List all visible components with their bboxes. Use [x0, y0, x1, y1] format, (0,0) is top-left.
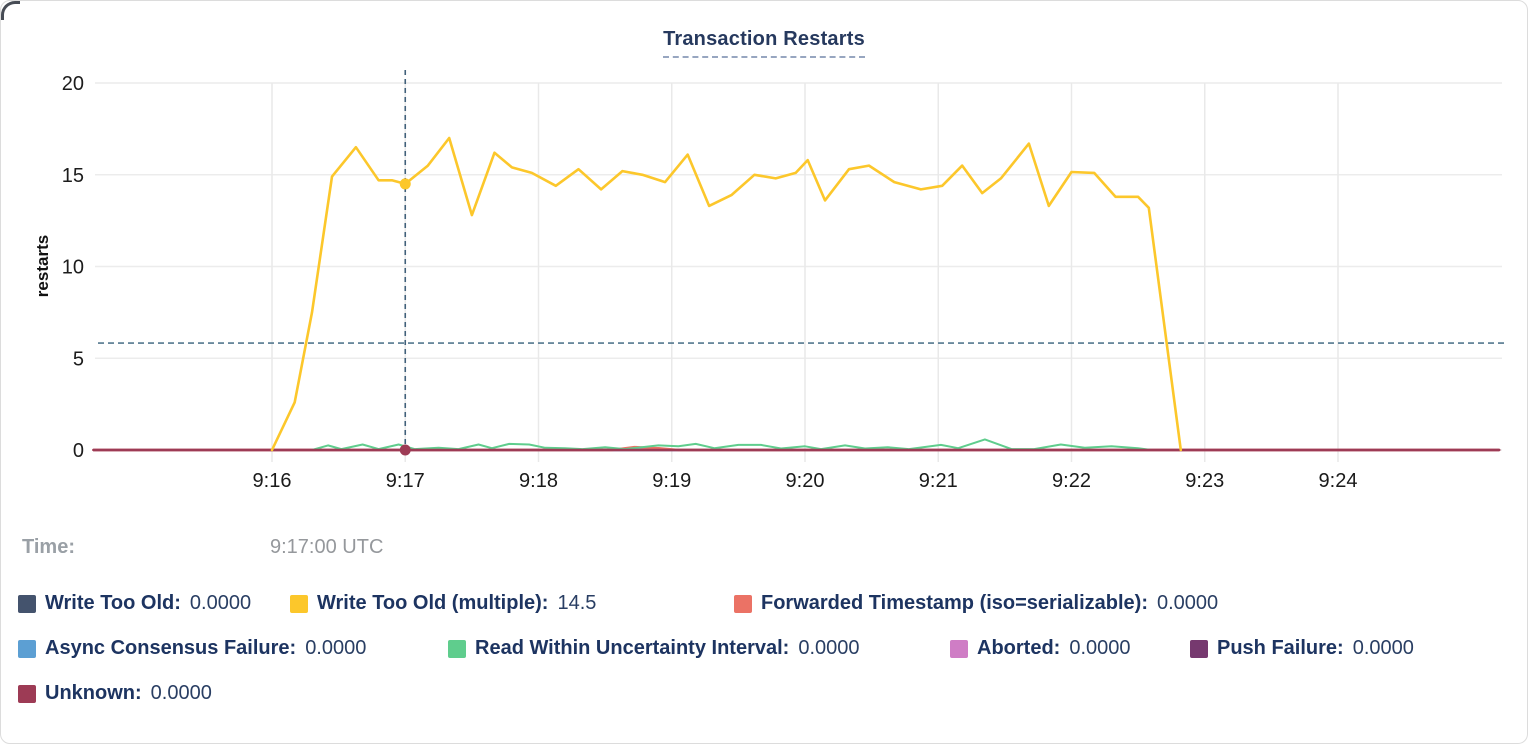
chart-title-wrap: Transaction Restarts: [0, 28, 1528, 58]
series-label: Push Failure:: [1217, 637, 1344, 659]
x-tick-label: 9:22: [1052, 470, 1091, 492]
series-swatch: [1190, 639, 1208, 658]
x-tick-label: 9:17: [386, 470, 425, 492]
series-label: Async Consensus Failure:: [45, 637, 297, 659]
gridlines: 0 5 10 15 20 9:16 9:17 9:18 9:19 9:20 9:21 9:22 9:23…: [62, 73, 1502, 492]
series-value: 0.0000: [1352, 637, 1414, 659]
series-value: 0.0000: [305, 637, 367, 659]
series-value: 0.0000: [1156, 592, 1219, 614]
series-label: Read Within Uncertainty Interval:: [475, 637, 790, 659]
x-tick-label: 9:19: [652, 470, 691, 492]
y-tick-label: 0: [73, 440, 84, 462]
legend-item-aborted: Aborted: 0.0000: [950, 637, 1131, 660]
x-tick-label: 9:21: [919, 470, 958, 492]
y-axis-label: restarts: [33, 235, 52, 297]
time-value: 9:17:00 UTC: [270, 536, 384, 558]
series-swatch: [734, 594, 752, 613]
legend-item-push-failure: Push Failure: 0.0000: [1190, 637, 1414, 660]
y-tick-label: 10: [62, 257, 84, 279]
legend-item-read-within-uncertainty: Read Within Uncertainty Interval: 0.0000: [448, 637, 860, 660]
legend-row: Unknown: 0.0000: [0, 682, 1528, 706]
series-label: Unknown:: [45, 682, 142, 704]
series-value: 0.0000: [150, 682, 212, 704]
series-swatch: [448, 639, 466, 658]
series-label: Forwarded Timestamp (iso=serializable):: [761, 592, 1148, 614]
series-label: Write Too Old:: [45, 592, 181, 614]
legend-item-unknown: Unknown: 0.0000: [18, 682, 212, 705]
series-value: 0.0000: [189, 592, 252, 614]
x-tick-label: 9:23: [1185, 470, 1224, 492]
legend-row: Async Consensus Failure: 0.0000 Read Wit…: [0, 637, 1528, 661]
series-swatch: [290, 594, 308, 613]
series-swatch: [950, 639, 968, 658]
chart-title[interactable]: Transaction Restarts: [663, 28, 865, 58]
series-swatch: [18, 684, 36, 703]
series-lines: [92, 136, 1501, 452]
hover-dot-unknown: [399, 444, 411, 456]
legend-item-write-too-old: Write Too Old: 0.0000: [18, 592, 251, 615]
series-value: 14.5: [557, 592, 597, 614]
series-line-read-within-uncertainty-interval: [311, 438, 1153, 451]
hover-time-row: Time: 9:17:00 UTC: [0, 536, 1528, 562]
hover-dot-write-too-old-multiple-: [399, 178, 411, 190]
legend-row: Write Too Old: 0.0000 Write Too Old (mul…: [0, 592, 1528, 616]
legend-item-write-too-old-multiple: Write Too Old (multiple): 14.5: [290, 592, 596, 615]
series-value: 0.0000: [798, 637, 860, 659]
x-tick-label: 9:16: [253, 470, 292, 492]
y-tick-label: 20: [62, 73, 84, 95]
window-corner-artifact: [1, 1, 20, 20]
series-swatch: [18, 594, 36, 613]
transaction-restarts-chart[interactable]: 0 5 10 15 20 9:16 9:17 9:18 9:19 9:20 9:21 9:22 9:23…: [0, 0, 1528, 512]
x-tick-label: 9:24: [1319, 470, 1358, 492]
series-value: 0.0000: [1069, 637, 1131, 659]
hover-crosshair: [98, 70, 1508, 456]
legend-item-forwarded-timestamp: Forwarded Timestamp (iso=serializable): …: [734, 592, 1218, 615]
time-label: Time:: [22, 536, 75, 558]
series-label: Write Too Old (multiple):: [317, 592, 549, 614]
x-tick-label: 9:20: [786, 470, 825, 492]
series-swatch: [18, 639, 36, 658]
legend-item-async-consensus-failure: Async Consensus Failure: 0.0000: [18, 637, 366, 660]
y-tick-label: 5: [73, 348, 84, 370]
y-tick-label: 15: [62, 165, 84, 187]
x-tick-label: 9:18: [519, 470, 558, 492]
series-label: Aborted:: [977, 637, 1061, 659]
